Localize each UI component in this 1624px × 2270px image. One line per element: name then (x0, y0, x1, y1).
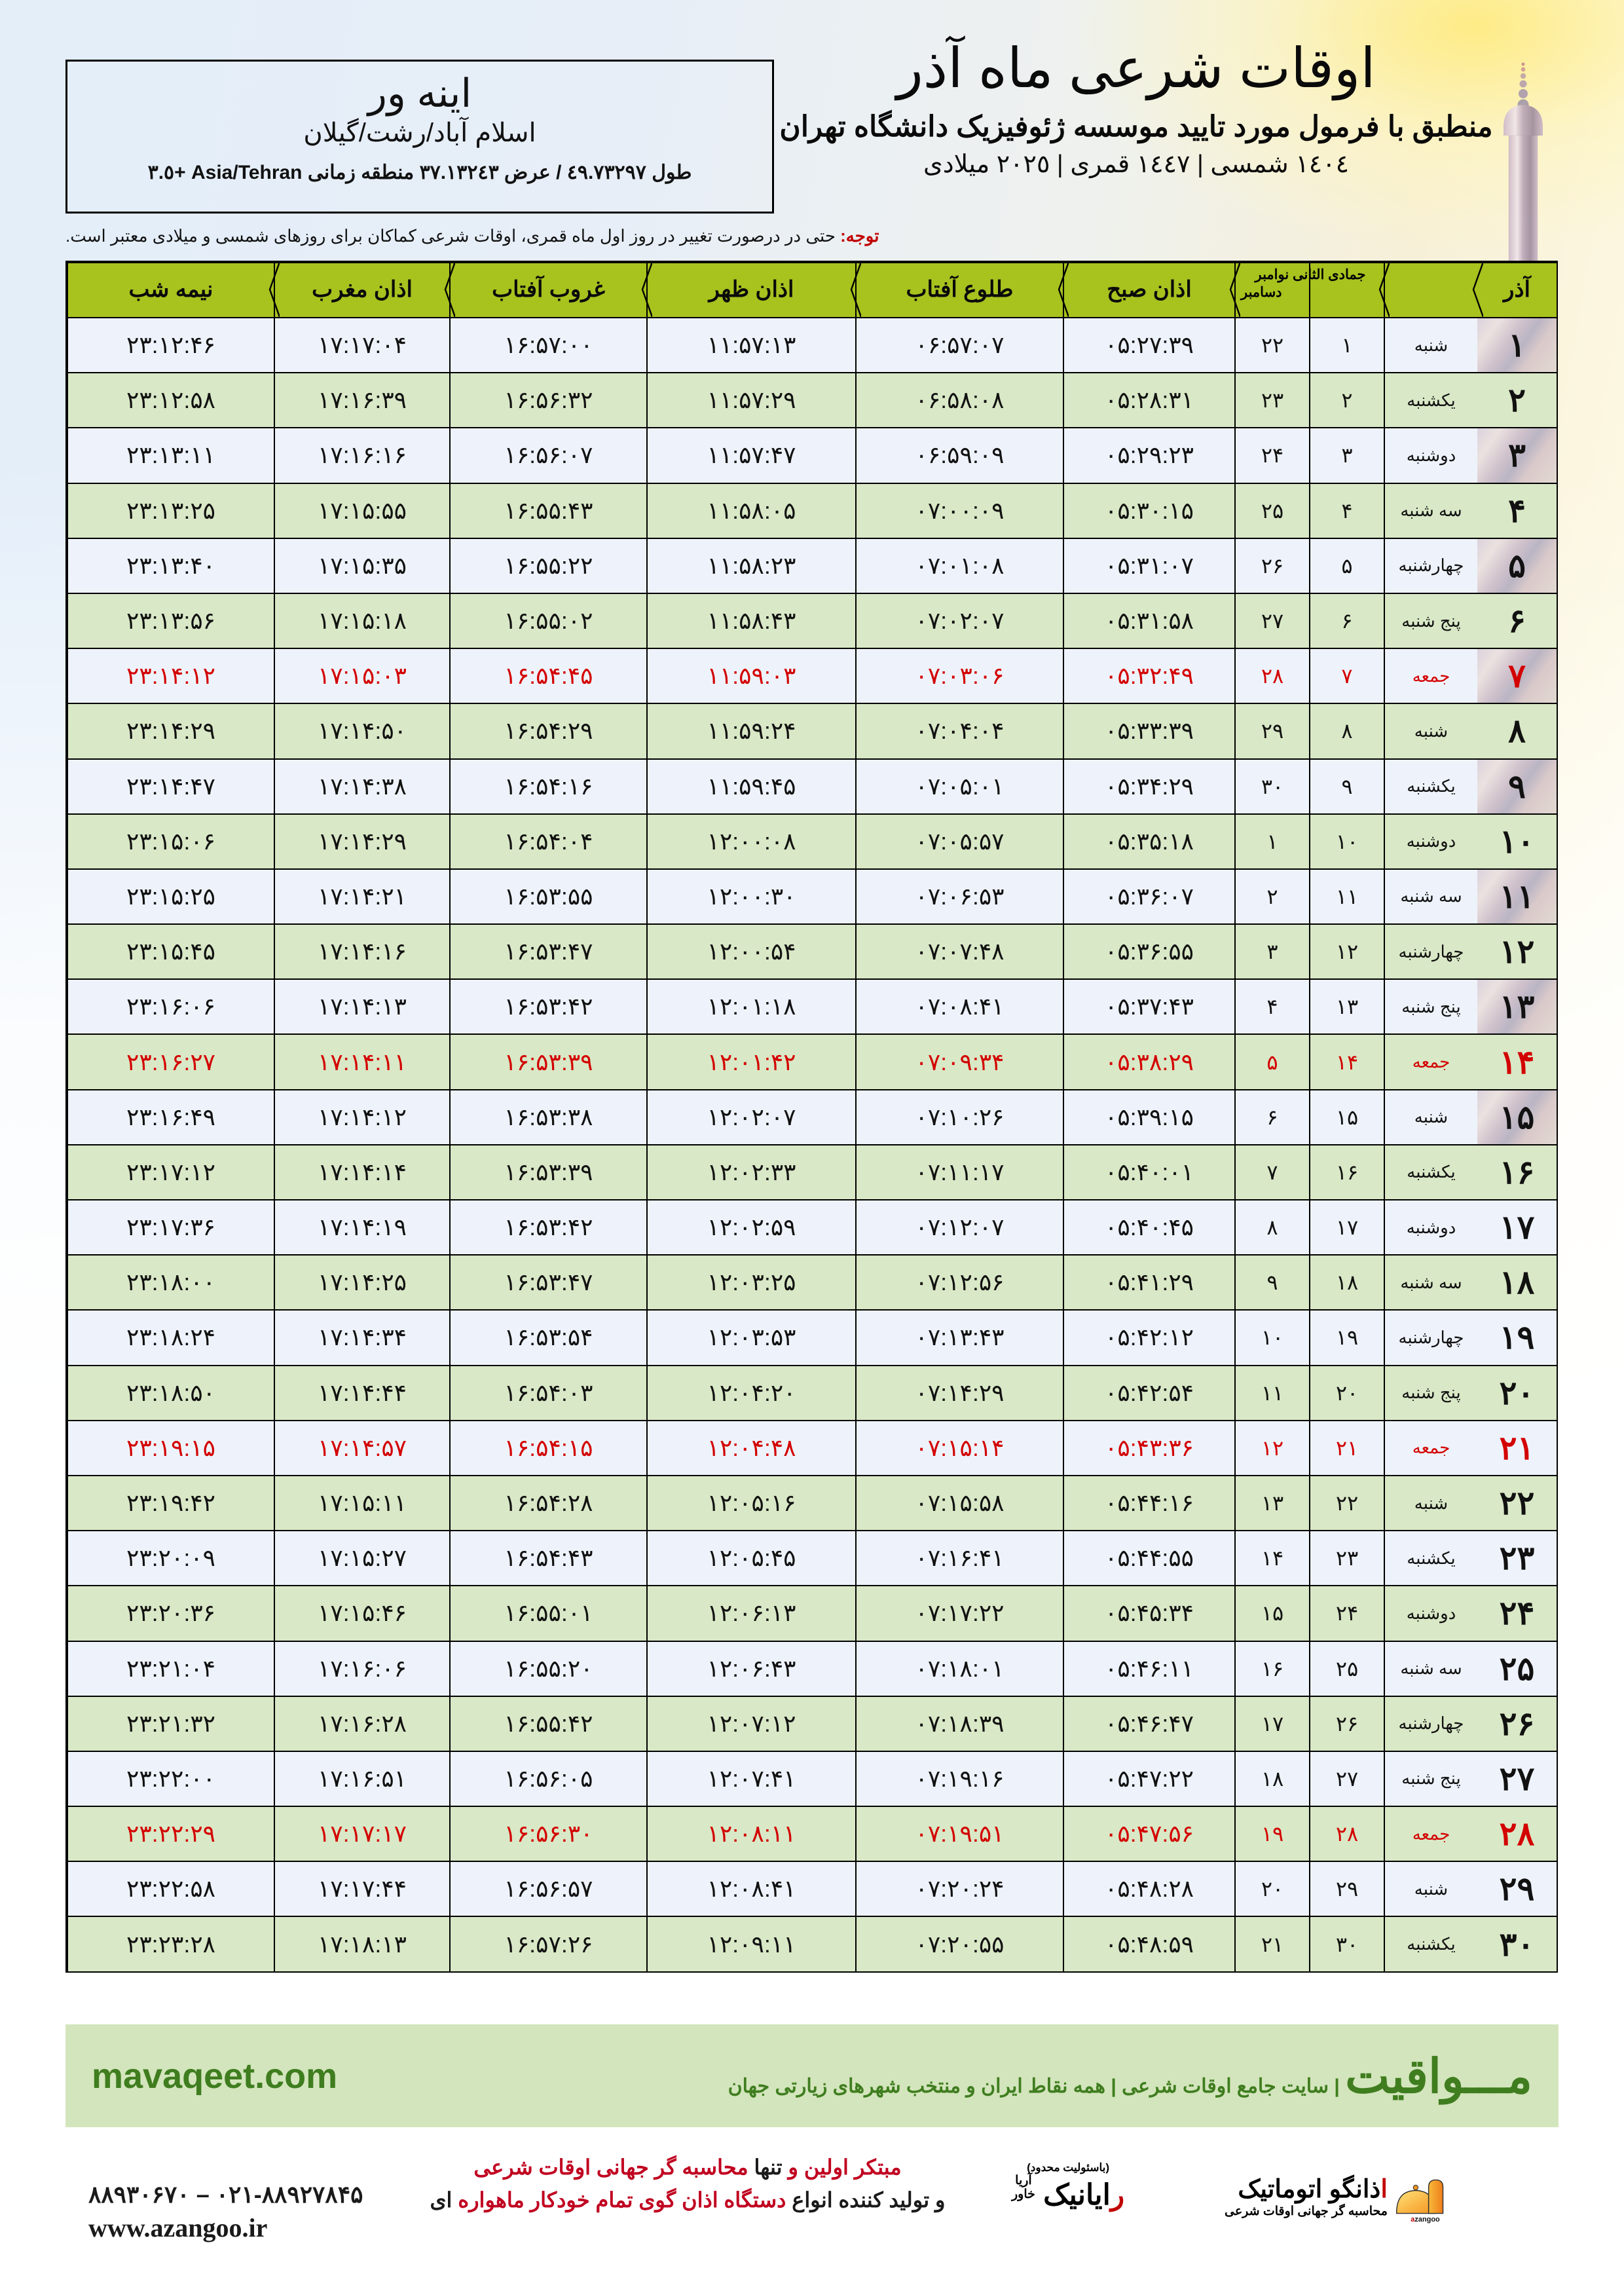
svg-text:azangoo: azangoo (1411, 2216, 1440, 2223)
